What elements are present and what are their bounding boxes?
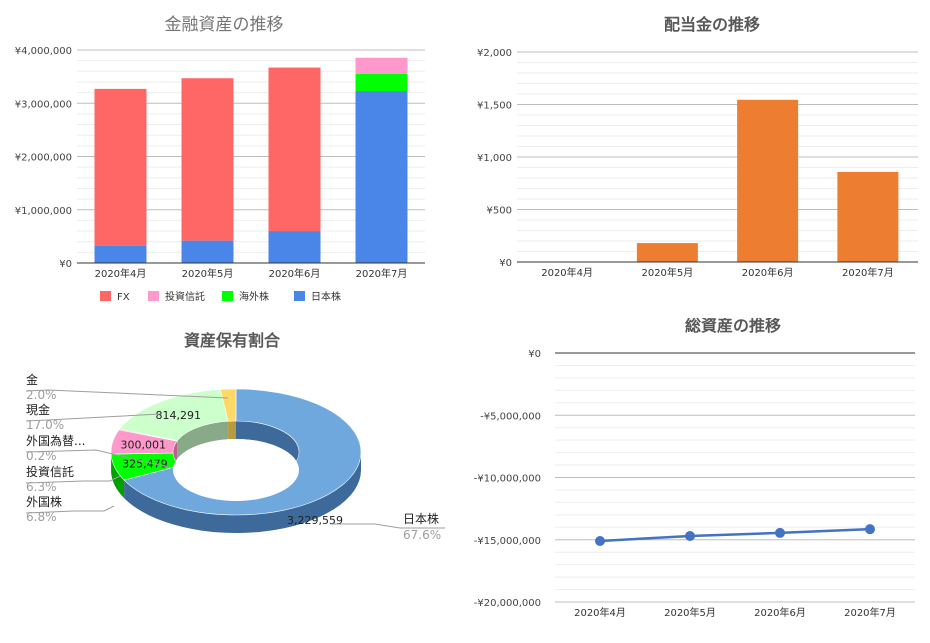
y-tick-label: ¥2,000,000 — [15, 153, 72, 164]
legend-label: 日本株 — [311, 290, 341, 303]
y-tick-label: ¥3,000,000 — [15, 99, 72, 110]
leader-line — [25, 449, 173, 469]
bar — [737, 99, 799, 263]
bar-segment — [355, 57, 408, 74]
y-tick-label: -¥5,000,000 — [480, 411, 541, 422]
bar-segment — [94, 245, 147, 263]
bar-segment — [181, 240, 234, 263]
bar-segment — [94, 88, 147, 246]
donut-sides — [111, 420, 362, 534]
bar-segment — [268, 67, 321, 232]
slice-name-label: 現金 — [26, 402, 50, 417]
x-tick-label: 2020年5月 — [182, 267, 234, 280]
slice-inner-wall — [177, 421, 229, 459]
slice-pct-label: 17.0% — [26, 418, 64, 432]
y-tick-label: ¥500 — [487, 206, 512, 217]
bar — [636, 243, 698, 262]
donut-hole — [173, 439, 299, 501]
slice-pct-label: 67.6% — [403, 528, 441, 542]
y-tick-label: ¥0 — [528, 349, 541, 360]
leader-line — [25, 389, 229, 399]
slice-inner-wall — [228, 420, 236, 440]
leader-line — [25, 475, 121, 484]
data-point — [595, 535, 605, 546]
slice-value-label: 814,291 — [156, 409, 202, 422]
x-tick-label: 2020年4月 — [574, 606, 626, 619]
legend-label: 投資信託 — [165, 290, 205, 303]
slice-value-label: 300,001 — [121, 438, 167, 451]
data-point — [685, 531, 695, 542]
x-tick-label: 2020年7月 — [842, 266, 894, 279]
chart-title: 金融資産の推移 — [165, 15, 284, 35]
y-tick-label: -¥15,000,000 — [474, 536, 541, 547]
chart-title: 資産保有割合 — [184, 331, 281, 350]
y-tick-label: ¥1,500 — [477, 101, 512, 112]
donut-slice — [219, 388, 237, 422]
slice-name-label: 金 — [26, 372, 38, 387]
x-tick-label: 2020年7月 — [356, 267, 408, 280]
legend-swatch — [222, 291, 233, 301]
x-tick-label: 2020年5月 — [664, 606, 716, 619]
bar-segment — [355, 73, 408, 92]
slice-name-label: 外国為替... — [26, 434, 85, 448]
slice-inner-wall — [236, 421, 299, 470]
slice-name-label: 日本株 — [403, 511, 439, 526]
slice-pct-label: 6.3% — [26, 480, 57, 494]
bar-segment — [181, 78, 234, 241]
chart-asset-allocation: 資産保有割合 3,229,559 325,479 300,001 814,291 金 2.0… — [0, 318, 465, 643]
series-line — [599, 527, 871, 543]
y-tick-label: -¥20,000,000 — [474, 598, 541, 609]
data-point — [865, 524, 875, 535]
bar-segment — [355, 91, 408, 263]
financial-assets-svg: 金融資産の推移 ¥0 ¥1,000,000 ¥2,000,000 ¥3,000,000 ¥… — [15, 15, 425, 303]
slice-value-label: 3,229,559 — [287, 514, 343, 527]
y-tick-label: ¥0 — [59, 259, 72, 270]
y-tick-label: ¥1,000,000 — [15, 206, 72, 217]
legend-swatch — [148, 291, 159, 301]
data-point — [775, 527, 785, 538]
slice-pct-label: 0.2% — [26, 449, 57, 463]
slice-name-label: 投資信託 — [26, 464, 74, 479]
slice-side-wall — [111, 454, 125, 499]
slice-pct-label: 2.0% — [26, 388, 57, 402]
chart-financial-assets: 金融資産の推移 ¥0 ¥1,000,000 ¥2,000,000 ¥3,000,000 ¥… — [0, 0, 465, 315]
dividends-svg: 配当金の推移 ¥0 ¥500 ¥1,000 ¥1,500 ¥2,000 2020年4月 202… — [477, 15, 918, 279]
leader-line — [25, 505, 115, 514]
x-tick-label: 2020年6月 — [742, 266, 794, 279]
chart-title: 総資産の推移 — [685, 318, 781, 335]
slice-side-wall — [124, 452, 362, 534]
x-tick-label: 2020年6月 — [754, 606, 806, 619]
legend-swatch — [294, 291, 305, 301]
leader-line — [330, 523, 445, 529]
y-tick-label: ¥0 — [499, 258, 512, 269]
slice-value-label: 325,479 — [122, 458, 168, 471]
slice-pct-label: 6.8% — [26, 510, 57, 524]
x-tick-label: 2020年4月 — [541, 266, 593, 279]
y-tick-label: -¥10,000,000 — [474, 474, 541, 485]
legend-label: 海外株 — [239, 290, 269, 303]
bar-segment — [268, 231, 321, 263]
slice-name-label: 外国株 — [26, 494, 62, 509]
y-tick-label: ¥1,000 — [477, 153, 512, 164]
x-tick-label: 2020年6月 — [269, 267, 321, 280]
legend-label: FX — [117, 292, 130, 303]
asset-allocation-svg: 資産保有割合 3,229,559 325,479 300,001 814,291 金2.0… — [25, 331, 445, 542]
bar — [837, 171, 899, 262]
y-tick-label: ¥2,000 — [477, 48, 512, 59]
x-tick-label: 2020年5月 — [641, 266, 693, 279]
chart-total-assets: 総資産の推移 -¥20,000,000 -¥15,000,000 -¥10,000,0… — [465, 318, 930, 643]
x-tick-label: 2020年7月 — [844, 606, 896, 619]
x-tick-label: 2020年4月 — [95, 267, 147, 280]
chart-title: 配当金の推移 — [664, 15, 760, 34]
y-tick-label: ¥4,000,000 — [15, 46, 72, 57]
leader-line — [25, 413, 161, 422]
total-assets-svg: 総資産の推移 -¥20,000,000 -¥15,000,000 -¥10,000,0… — [474, 318, 915, 619]
legend-swatch — [100, 291, 111, 301]
chart-dividends: 配当金の推移 ¥0 ¥500 ¥1,000 ¥1,500 ¥2,000 2020年4月 202… — [465, 0, 930, 315]
